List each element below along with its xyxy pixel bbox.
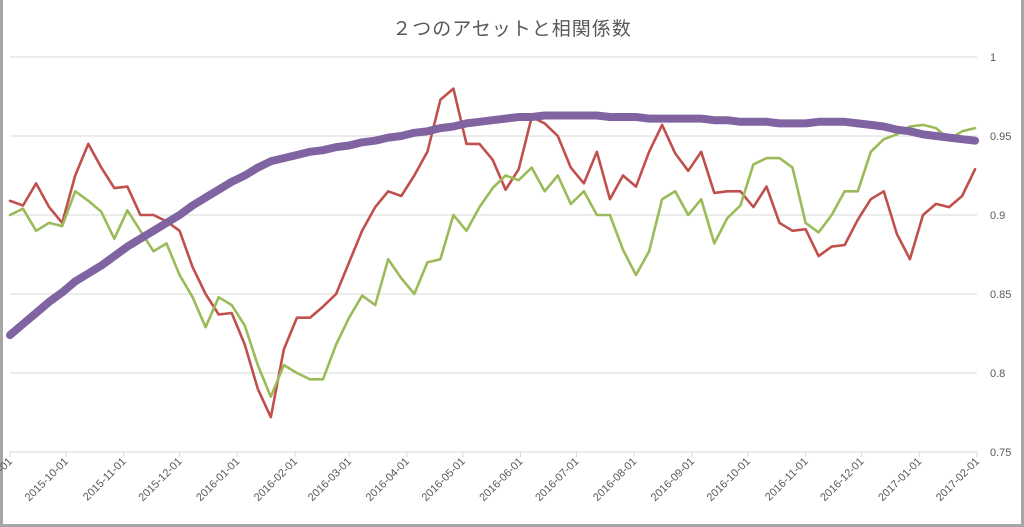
series-line-1 <box>8 87 977 419</box>
x-tick-label: 2016-06-01 <box>477 456 525 504</box>
x-tick-label: 2016-10-01 <box>705 456 753 504</box>
y-tick-label: 0.9 <box>990 210 1005 222</box>
x-tick-label: 2016-12-01 <box>818 456 866 504</box>
chart-title: ２つのアセットと相関係数 <box>392 18 632 40</box>
x-tick-label: 2016-11-01 <box>763 456 811 504</box>
x-tick-label: 2017-01-01 <box>876 456 924 504</box>
x-tick-label: 2016-05-01 <box>420 456 468 504</box>
x-tick-label: 2017-02-01 <box>934 456 982 504</box>
y-tick-label: 0.75 <box>990 447 1011 459</box>
x-tick-label: 2015-11-01 <box>81 456 129 504</box>
series-line-3 <box>6 111 980 340</box>
x-tick-label: 2016-04-01 <box>364 456 412 504</box>
x-tick-label: 2015-10-01 <box>23 456 71 504</box>
x-tick-label: 2016-02-01 <box>252 456 300 504</box>
y-tick-label: 0.95 <box>990 131 1011 143</box>
x-tick-label: 2015-09-01 <box>0 456 15 504</box>
x-tick-label: 2016-03-01 <box>306 456 354 504</box>
x-tick-label: 2016-07-01 <box>533 456 581 504</box>
y-tick-label: 0.8 <box>990 368 1005 380</box>
y-tick-label: 0.85 <box>990 289 1011 301</box>
x-tick-label: 2016-01-01 <box>194 456 242 504</box>
x-tick-label: 2016-09-01 <box>649 456 697 504</box>
series-line-2 <box>8 123 977 399</box>
y-tick-label: 1 <box>990 52 996 64</box>
x-tick-label: 2016-08-01 <box>591 456 639 504</box>
x-tick-label: 2015-12-01 <box>136 456 184 504</box>
